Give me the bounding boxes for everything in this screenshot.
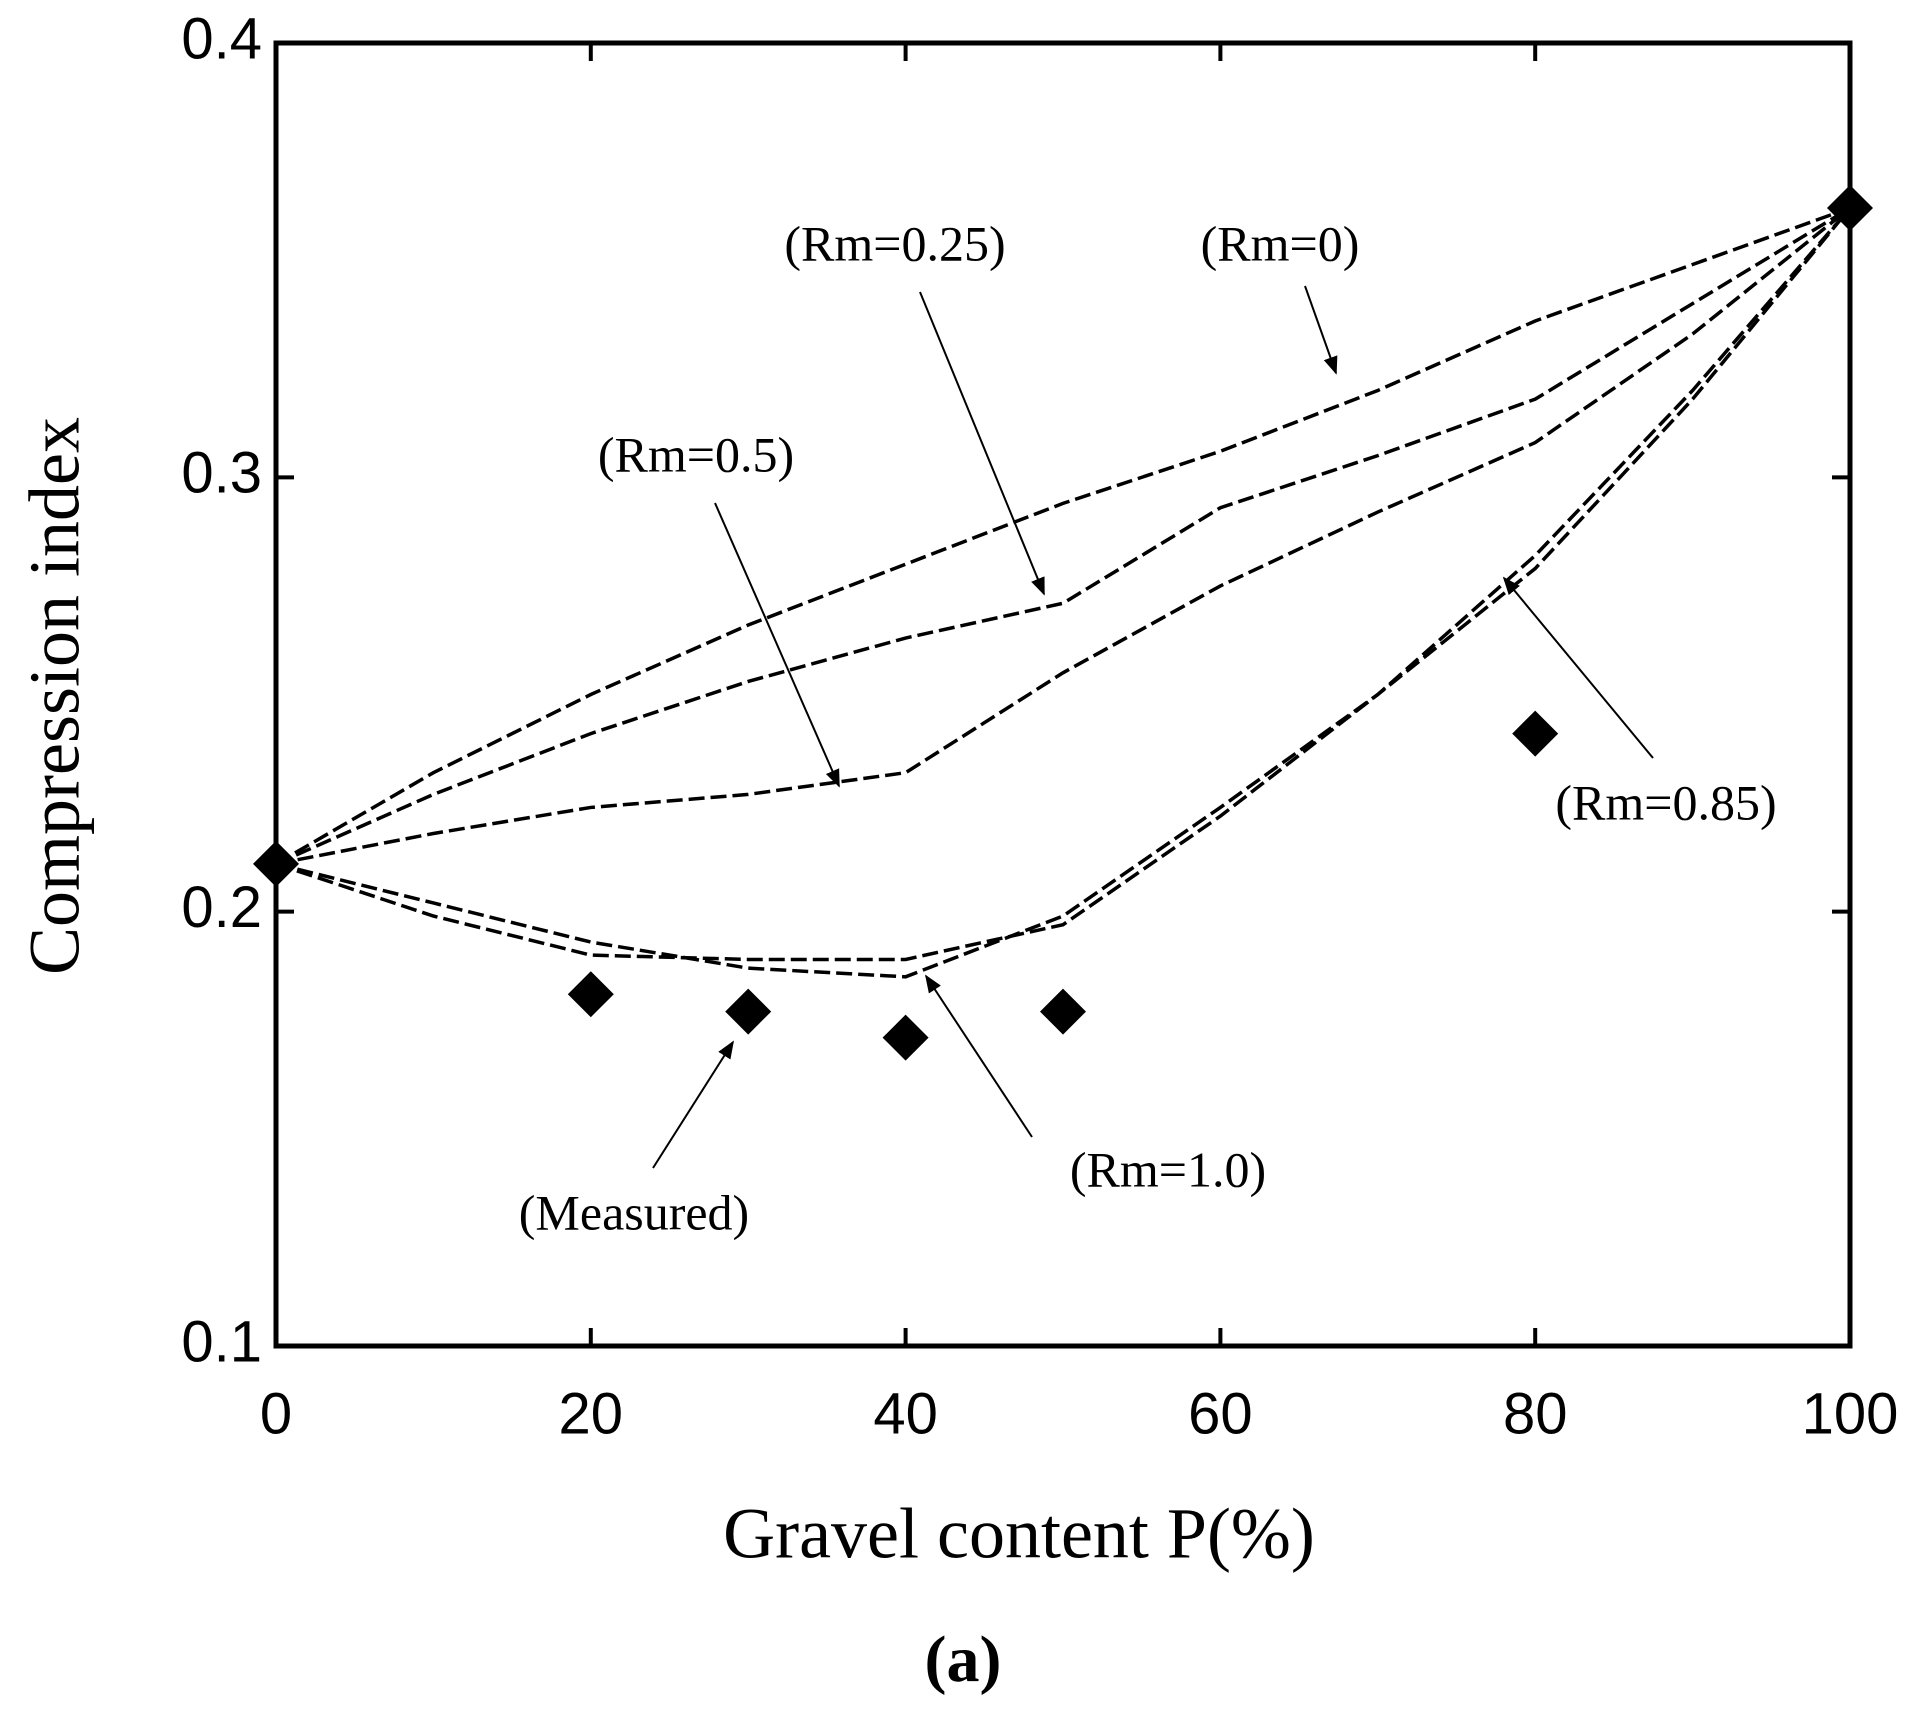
annotation-arrow	[714, 502, 840, 788]
y-tick-label: 0.4	[181, 6, 262, 71]
measured-point	[253, 840, 299, 887]
x-tick-label: 100	[1802, 1381, 1899, 1446]
annotation-label: (Rm=1.0)	[1070, 1141, 1266, 1197]
x-tick-label: 40	[873, 1381, 938, 1446]
annotation-label: (Rm=0.85)	[1555, 774, 1776, 830]
y-axis-label: Compression index	[15, 417, 95, 975]
annotation-arrow	[1502, 576, 1654, 759]
annotation-arrow	[925, 974, 1033, 1138]
model-curve	[275, 206, 1851, 866]
x-tick-label: 20	[559, 1381, 624, 1446]
y-tick-label: 0.3	[181, 441, 262, 506]
model-curve	[275, 206, 1852, 962]
model-curve	[275, 206, 1852, 866]
measured-point	[1512, 710, 1559, 757]
annotation-label: (Rm=0.5)	[598, 426, 794, 482]
y-tick-label: 0.2	[181, 875, 262, 940]
x-axis-label: Gravel content P(%)	[723, 1494, 1315, 1574]
annotation-label: (Measured)	[519, 1184, 749, 1240]
x-tick-label: 0	[260, 1381, 292, 1446]
caption: (a)	[925, 1623, 1002, 1696]
annotation-label: (Rm=0.25)	[784, 215, 1005, 271]
measured-point	[1040, 988, 1086, 1035]
annotation-arrow	[919, 291, 1045, 596]
annotation-arrow	[1304, 285, 1338, 375]
plot-frame	[273, 40, 1853, 1349]
measured-point	[567, 971, 614, 1018]
y-tick-label: 0.1	[181, 1309, 262, 1374]
measured-point	[725, 988, 772, 1035]
model-curve	[275, 206, 1852, 979]
annotation-arrow	[652, 1040, 734, 1169]
model-curve	[275, 206, 1851, 866]
measured-point	[1827, 185, 1873, 232]
annotation-label: (Rm=0)	[1201, 215, 1360, 271]
measured-point	[882, 1014, 929, 1061]
x-tick-label: 60	[1188, 1381, 1253, 1446]
x-tick-label: 80	[1503, 1381, 1568, 1446]
